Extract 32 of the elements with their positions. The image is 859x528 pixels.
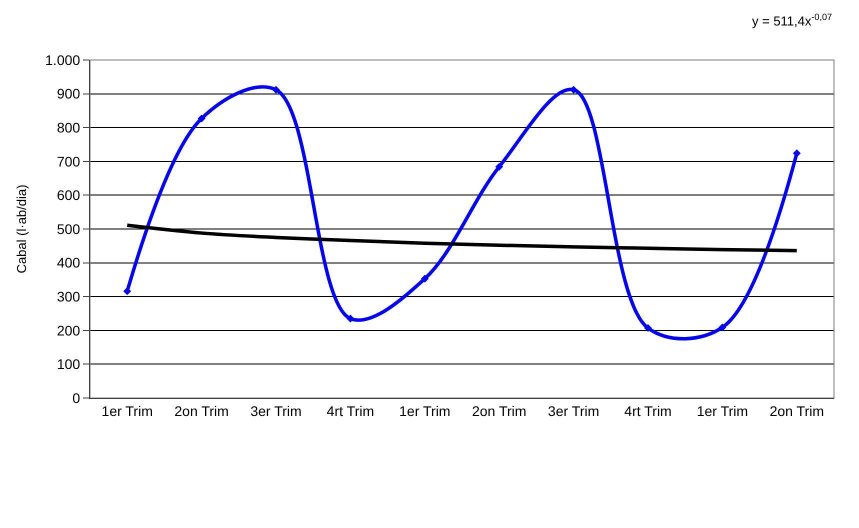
x-tick-label: 1er Trim	[102, 402, 153, 419]
y-axis-title: Cabal (l·ab/dia)	[14, 184, 30, 274]
y-tick-label: 800	[56, 120, 80, 136]
x-tick-label: 2on Trim	[472, 402, 526, 419]
y-tick-label: 900	[56, 86, 80, 102]
x-tick-label: 3er Trim	[548, 402, 600, 419]
point	[272, 86, 280, 94]
point	[644, 324, 652, 332]
point	[198, 114, 206, 122]
point	[792, 149, 801, 158]
x-tick-label: 1er Trim	[399, 402, 450, 419]
y-tick-label: 300	[56, 288, 80, 304]
point	[346, 314, 354, 322]
point	[495, 162, 504, 171]
y-tick-label: 0	[72, 390, 80, 406]
y-tick-label: 700	[56, 153, 80, 170]
y-tick-label: 600	[56, 187, 80, 204]
x-tick-label: 2on Trim	[770, 402, 824, 419]
point	[420, 274, 429, 283]
point	[718, 323, 726, 332]
x-tick-label: 4rt Trim	[624, 402, 672, 419]
y-tick-label: 400	[56, 254, 80, 271]
y-tick-label: 200	[56, 322, 80, 338]
y-tick-label: 500	[56, 220, 80, 237]
y-tick-label: 100	[56, 356, 80, 372]
x-tick-label: 2on Trim	[174, 402, 229, 419]
x-tick-label: 3er Trim	[250, 402, 302, 419]
point	[123, 287, 132, 296]
y-tick-label: 1.000	[45, 52, 80, 68]
x-tick-label: 1er Trim	[696, 402, 748, 419]
text: y = 511,4x$^{-0,07}$	[752, 12, 832, 28]
x-tick-label: 4rt Trim	[326, 402, 374, 419]
